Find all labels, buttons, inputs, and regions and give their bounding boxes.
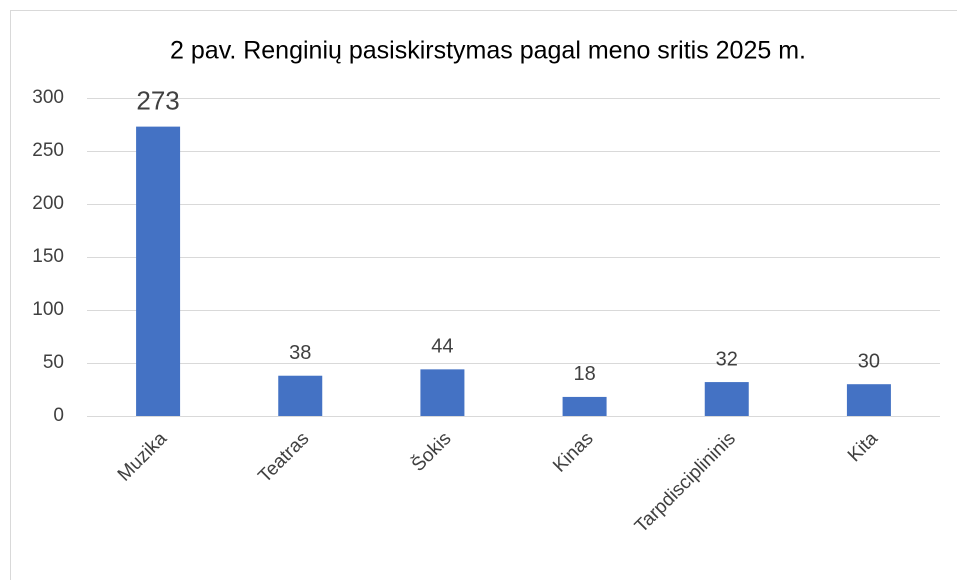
y-tick-label: 100 <box>32 299 64 320</box>
data-label: 44 <box>431 336 453 358</box>
bar <box>278 375 323 416</box>
bar <box>136 126 181 417</box>
x-tick-label: Kita <box>844 428 882 466</box>
chart-title: 2 pav. Renginių pasiskirstymas pagal men… <box>170 37 806 65</box>
data-label: 38 <box>289 342 311 364</box>
bar <box>562 396 607 416</box>
x-tick-label: Teatras <box>254 428 313 487</box>
y-tick-label: 200 <box>32 193 64 214</box>
y-tick-label: 50 <box>43 352 64 373</box>
bar <box>704 382 749 416</box>
bar <box>846 384 891 416</box>
y-tick-label: 300 <box>32 87 64 108</box>
data-label: 18 <box>573 363 595 385</box>
x-tick-label: Muzika <box>114 428 172 486</box>
data-label: 273 <box>136 85 179 115</box>
x-tick-label: Šokis <box>407 428 455 476</box>
x-tick-label: Tarpdisciplininis <box>631 428 740 537</box>
y-tick-label: 0 <box>53 405 64 426</box>
bar <box>420 369 465 416</box>
y-tick-label: 150 <box>32 246 64 267</box>
data-label: 30 <box>858 350 880 372</box>
x-tick-label: Kinas <box>549 428 597 476</box>
y-tick-label: 250 <box>32 140 64 161</box>
data-label: 32 <box>716 348 738 370</box>
